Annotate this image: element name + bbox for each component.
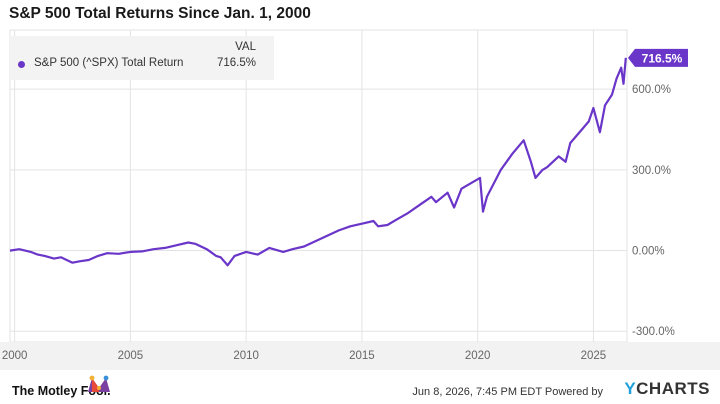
footer: The Motley Fool. Jun 8, 2026, 7:45 PM ED… [0,370,720,404]
x-tick-label: 2000 [2,350,28,362]
y-tick-label: 300.0% [632,165,671,177]
y-tick-label: 0.00% [632,246,665,258]
end-value-label: 716.5% [642,51,683,65]
x-tick-label: 2020 [465,350,491,362]
x-tick-label: 2010 [233,350,259,362]
motley-fool-logo[interactable]: The Motley Fool. [12,384,111,398]
y-tick-label: 600.0% [632,84,671,96]
jester-hat-icon [88,375,110,392]
chart-title: S&P 500 Total Returns Since Jan. 1, 2000 [9,5,311,22]
legend-series-name: S&P 500 (^SPX) Total Return [34,57,184,69]
y-tick-label: -300.0% [632,326,675,338]
x-tick-label: 2005 [118,350,144,362]
x-axis-band [0,342,720,370]
grid [9,29,628,343]
footer-timestamp: Jun 8, 2026, 7:45 PM EDT Powered by [412,386,603,398]
y-axis: -300.0% 0.00% 300.0% 600.0% [632,84,675,338]
x-tick-label: 2025 [581,350,607,362]
legend-header: VAL [235,41,256,53]
end-value-badge [628,48,688,67]
legend: VAL S&P 500 (^SPX) Total Return 716.5% [10,36,274,80]
legend-marker-icon [18,61,25,68]
legend-series-value: 716.5% [216,57,256,69]
end-value-marker: 716.5% [628,48,688,67]
ycharts-logo[interactable]: YCHARTS [624,379,710,398]
x-axis: 2000 2005 2010 2015 2020 2025 [0,342,720,370]
x-tick-label: 2015 [349,350,375,362]
series-line [9,57,627,267]
chart: 2000 2005 2010 2015 2020 2025 -300.0% 0.00% 300… [0,29,720,370]
